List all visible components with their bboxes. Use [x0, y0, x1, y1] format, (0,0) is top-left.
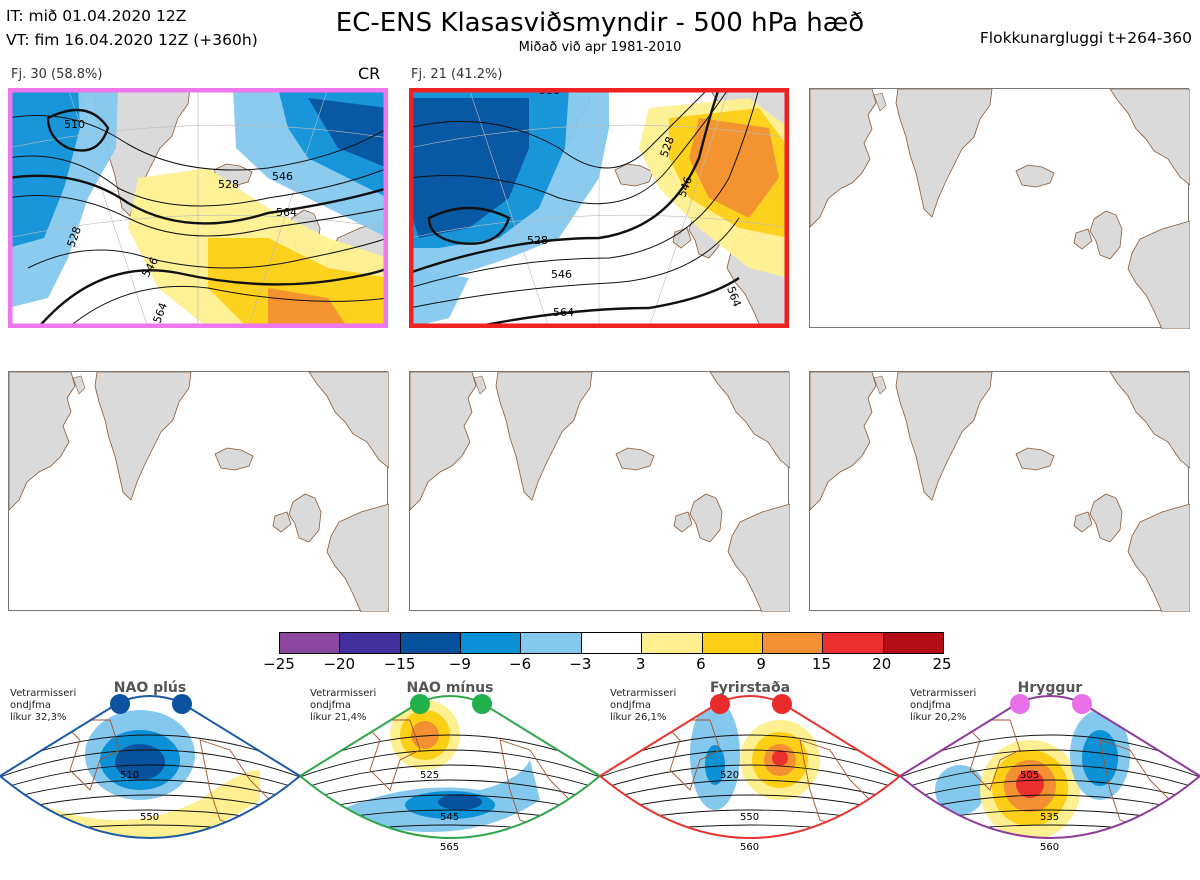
- page-subtitle: Miðað við apr 1981-2010: [518, 40, 682, 55]
- contour-label: 528: [527, 234, 548, 247]
- regime-note-line: Vetrarmisseri: [10, 688, 77, 699]
- regime-map: 510 550 NAO plús Vetrarmisseri ondjfma líkur …: [0, 680, 300, 880]
- regime-note-line: líkur 32,3%: [10, 712, 67, 723]
- panel-1-tag: CR: [358, 64, 381, 83]
- cluster-map-1-svg: 510 528 528 546 546 564 564: [8, 88, 388, 328]
- regime-contour-label: 565: [440, 842, 459, 853]
- colorbar-swatch: [340, 633, 401, 653]
- panel-2-label: Fj. 21 (41.2%): [411, 67, 503, 82]
- empty-map-4: [8, 371, 389, 612]
- regime-marker-dot: [110, 694, 130, 714]
- cluster-map-2-svg: 510 528 528 546 564 564 546: [409, 88, 789, 328]
- regime-contour-label: 535: [1040, 812, 1059, 823]
- colorbar-tick-label: 20: [872, 655, 892, 673]
- regime-note-line: ondjfma: [10, 700, 51, 711]
- regime-map-svg: 510 550: [0, 694, 300, 839]
- regime-note-line: líkur 20,2%: [910, 712, 967, 723]
- colorbar-swatch: [642, 633, 703, 653]
- regime-marker-dot: [410, 694, 430, 714]
- colorbar-tick-label: 25: [932, 655, 952, 673]
- regime-note-line: Vetrarmisseri: [910, 688, 977, 699]
- regime-contour-label: 550: [140, 812, 159, 823]
- page-title: EC-ENS Klasasviðsmyndir - 500 hPa hæð: [335, 8, 865, 38]
- regime-contour-label: 560: [1040, 842, 1059, 853]
- colorbar-tick-label: −9: [448, 655, 471, 673]
- regime-map: 505 535 560 Hryggur Vetrarmisseri ondjfma líku…: [900, 680, 1200, 880]
- colorbar-swatch: [521, 633, 582, 653]
- colorbar-swatch: [400, 633, 462, 653]
- regime-note: Vetrarmisseri ondjfma líkur 21,4%: [310, 688, 376, 724]
- regime-contour-label: 550: [740, 812, 759, 823]
- regime-contour-label: 510: [120, 770, 139, 781]
- regime-note-line: líkur 26,1%: [610, 712, 667, 723]
- contour-label: 546: [551, 268, 572, 281]
- regime-note-line: ondjfma: [610, 700, 651, 711]
- contour-label: 564: [276, 206, 297, 219]
- regime-marker-dot: [1072, 694, 1092, 714]
- regime-contour-label: 545: [440, 812, 459, 823]
- regime-marker-dot: [172, 694, 192, 714]
- regime-map-svg: 505 535 560: [900, 694, 1200, 853]
- colorbar-tick-label: −15: [383, 655, 416, 673]
- classification-window: Flokkunargluggi t+264-360: [979, 29, 1192, 47]
- cluster-map-1: 510 528 528 546 546 564 564: [8, 88, 388, 328]
- regime-title: Fyrirstaða: [709, 680, 791, 696]
- regime-contour-label: 560: [740, 842, 759, 853]
- panel-1-label: Fj. 30 (58.8%): [11, 67, 103, 82]
- regime-map-svg: 525 545 565: [300, 694, 600, 853]
- regime-map: 525 545 565 NAO mínus Vetrarmisseri ondjfma lí…: [300, 680, 600, 880]
- regime-note: Vetrarmisseri ondjfma líkur 20,2%: [910, 688, 976, 724]
- colorbar-tick-label: −20: [323, 655, 356, 673]
- colorbar-tick-label: 9: [756, 655, 766, 673]
- regime-note-line: líkur 21,4%: [310, 712, 367, 723]
- regime-contour-label: 505: [1020, 770, 1039, 781]
- colorbar-swatch: [883, 633, 943, 653]
- init-time: IT: mið 01.04.2020 12Z: [6, 7, 187, 25]
- empty-map-3: [809, 88, 1190, 329]
- colorbar-tick-label: 3: [635, 655, 646, 673]
- colorbar-swatch: [702, 633, 763, 653]
- regime-map: 520 550 560 Fyrirstaða Vetrarmisseri ondjfma l…: [600, 680, 900, 880]
- panel-2-frame: [409, 88, 789, 328]
- regime-title: NAO mínus: [406, 680, 494, 696]
- contour-label: 546: [272, 170, 293, 183]
- panel-1-frame: [8, 88, 388, 328]
- regime-note-line: ondjfma: [910, 700, 951, 711]
- regime-note-line: ondjfma: [310, 700, 351, 711]
- colorbar-tick-label: −6: [509, 655, 532, 673]
- colorbar-tick-label: 6: [696, 655, 706, 673]
- colorbar-tick-label: 15: [811, 655, 831, 673]
- regime-note-line: Vetrarmisseri: [310, 688, 377, 699]
- regime-note: Vetrarmisseri ondjfma líkur 32,3%: [10, 688, 76, 724]
- colorbar-swatch: [280, 633, 341, 653]
- colorbar-swatch: [581, 633, 643, 653]
- empty-map-5: [409, 371, 790, 612]
- header-run-info: IT: mið 01.04.2020 12Z VT: fim 16.04.202…: [6, 4, 258, 52]
- colorbar-swatch: [762, 633, 824, 653]
- regime-marker-dot: [1010, 694, 1030, 714]
- cluster-map-2: 510 528 528 546 564 564 546: [409, 88, 789, 328]
- colorbar-tick-label: −3: [569, 655, 592, 673]
- regime-note: Vetrarmisseri ondjfma líkur 26,1%: [610, 688, 676, 724]
- regime-title: NAO plús: [113, 680, 187, 696]
- regime-marker-dot: [472, 694, 492, 714]
- regime-title: Hryggur: [1017, 680, 1083, 696]
- regime-contour-label: 525: [420, 770, 439, 781]
- regime-marker-dot: [772, 694, 792, 714]
- regime-note-line: Vetrarmisseri: [610, 688, 677, 699]
- colorbar-swatch: [461, 633, 522, 653]
- regime-marker-dot: [710, 694, 730, 714]
- contour-label: 528: [218, 178, 239, 191]
- regime-contour-label: 520: [720, 770, 739, 781]
- valid-time: VT: fim 16.04.2020 12Z (+360h): [6, 31, 258, 49]
- colorbar-swatch: [823, 633, 884, 653]
- empty-map-6: [809, 371, 1190, 612]
- colorbar-tick-label: −25: [263, 655, 295, 673]
- colorbar: [279, 632, 944, 654]
- regime-map-svg: 520 550 560: [600, 694, 900, 853]
- contour-label: 510: [64, 118, 85, 131]
- contour-label: 564: [553, 306, 574, 319]
